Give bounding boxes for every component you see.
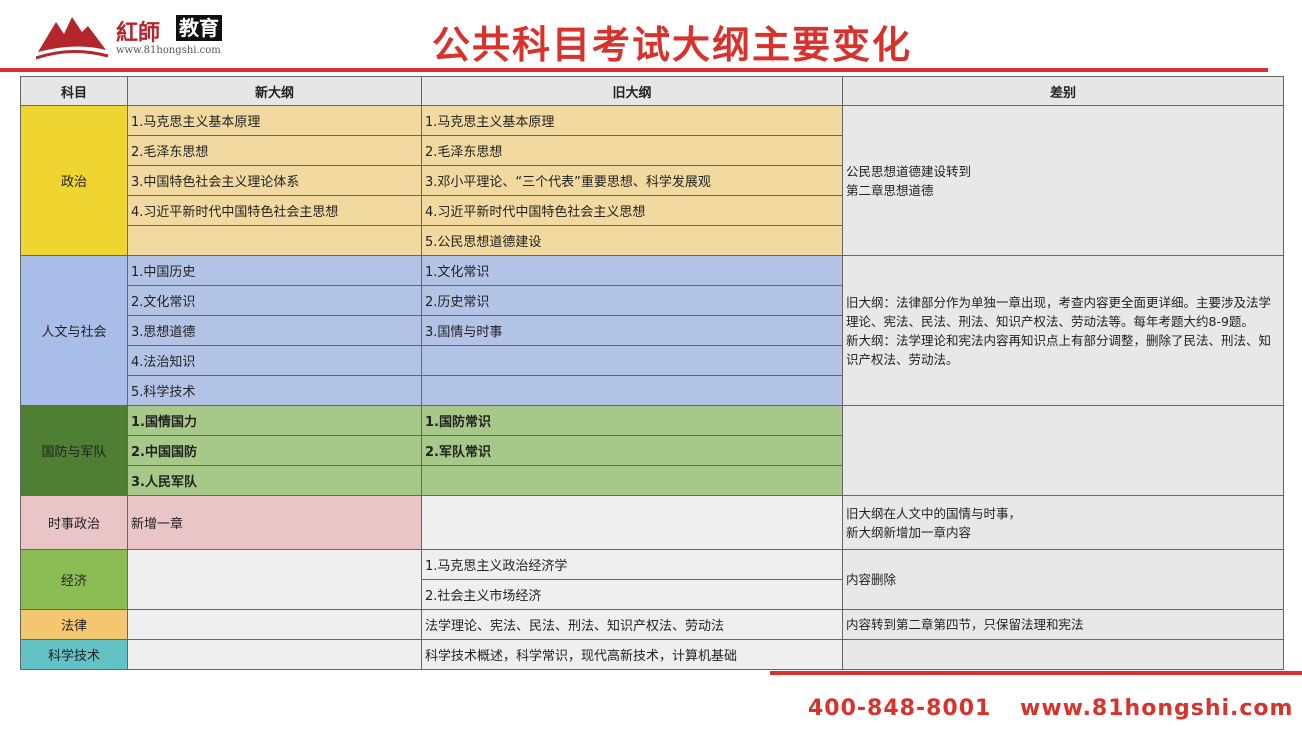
footer-url: www.81hongshi.com [1020, 696, 1294, 721]
old-item [421, 495, 843, 550]
footer-divider [770, 671, 1302, 675]
old-item: 2.历史常识 [421, 285, 843, 316]
old-item [421, 375, 843, 406]
subject-humanities: 人文与社会 [20, 255, 128, 406]
table-row: 人文与社会 1.中国历史 1.文化常识 旧大纲：法律部分作为单独一章出现，考查内… [20, 255, 1284, 406]
old-item: 3.邓小平理论、“三个代表”重要思想、科学发展观 [421, 165, 843, 196]
new-item [127, 639, 422, 670]
new-item: 2.毛泽东思想 [127, 135, 422, 166]
diff-science [842, 639, 1284, 670]
new-item: 新增一章 [127, 495, 422, 550]
diff-politics: 公民思想道德建设转到 第二章思想道德 [842, 105, 1284, 256]
old-item: 1.国防常识 [421, 405, 843, 436]
old-item: 3.国情与时事 [421, 315, 843, 346]
new-item: 3.思想道德 [127, 315, 422, 346]
mountain-logo-icon [36, 17, 109, 60]
table-row: 经济 1.马克思主义政治经济学 内容删除 [20, 549, 1284, 610]
subject-defense: 国防与军队 [20, 405, 128, 496]
table-row: 时事政治 新增一章 旧大纲在人文中的国情与时事， 新大纲新增加一章内容 [20, 495, 1284, 550]
new-item: 3.人民军队 [127, 465, 422, 496]
syllabus-table: 科目 新大纲 旧大纲 差别 政治 1.马克思主义基本原理 1.马克思主义基本原理… [20, 76, 1284, 670]
table-row: 科学技术 科学技术概述，科学常识，现代高新技术，计算机基础 [20, 639, 1284, 670]
new-item [127, 225, 422, 256]
new-item: 4.习近平新时代中国特色社会主思想 [127, 195, 422, 226]
new-item: 1.马克思主义基本原理 [127, 105, 422, 136]
old-item [421, 465, 843, 496]
new-item: 5.科学技术 [127, 375, 422, 406]
diff-economy: 内容删除 [842, 549, 1284, 610]
old-item: 4.习近平新时代中国特色社会主义思想 [421, 195, 843, 226]
new-item: 2.文化常识 [127, 285, 422, 316]
new-item: 4.法治知识 [127, 345, 422, 376]
table-row: 政治 1.马克思主义基本原理 1.马克思主义基本原理 公民思想道德建设转到 第二… [20, 105, 1284, 256]
header-subject: 科目 [20, 76, 128, 106]
new-item: 1.中国历史 [127, 255, 422, 286]
header-new: 新大纲 [127, 76, 422, 106]
old-item: 科学技术概述，科学常识，现代高新技术，计算机基础 [421, 639, 843, 670]
subject-politics: 政治 [20, 105, 128, 256]
subject-current-affairs: 时事政治 [20, 495, 128, 550]
old-item [421, 345, 843, 376]
subject-science: 科学技术 [20, 639, 128, 670]
header-old: 旧大纲 [421, 76, 843, 106]
new-item [127, 549, 422, 610]
divider [0, 68, 1268, 72]
old-item: 法学理论、宪法、民法、刑法、知识产权法、劳动法 [421, 609, 843, 640]
brand-name: 紅師 [116, 20, 161, 46]
old-item: 1.文化常识 [421, 255, 843, 286]
brand-box: 教育 [176, 15, 222, 41]
diff-current-affairs: 旧大纲在人文中的国情与时事， 新大纲新增加一章内容 [842, 495, 1284, 550]
new-item: 2.中国国防 [127, 435, 422, 466]
old-item: 1.马克思主义政治经济学 [421, 549, 843, 580]
footer-phone: 400-848-8001 [808, 696, 992, 721]
diff-old-note: 旧大纲：法律部分作为单独一章出现，考查内容更全面更详细。主要涉及法学理论、宪法、… [846, 294, 1272, 329]
diff-humanities: 旧大纲：法律部分作为单独一章出现，考查内容更全面更详细。主要涉及法学理论、宪法、… [842, 255, 1284, 406]
subject-economy: 经济 [20, 549, 128, 610]
page-title: 公共科目考试大纲主要变化 [432, 23, 913, 67]
new-item [127, 609, 422, 640]
table-row: 国防与军队 1.国情国力 1.国防常识 [20, 405, 1284, 496]
old-item: 2.社会主义市场经济 [421, 579, 843, 610]
header-diff: 差别 [842, 76, 1284, 106]
old-item: 2.军队常识 [421, 435, 843, 466]
table-header: 科目 新大纲 旧大纲 差别 [20, 76, 1284, 106]
old-item: 5.公民思想道德建设 [421, 225, 843, 256]
diff-law: 内容转到第二章第四节，只保留法理和宪法 [842, 609, 1284, 640]
logo: 紅師 教育 www.81hongshi.com [36, 12, 236, 62]
subject-law: 法律 [20, 609, 128, 640]
diff-line: 新大纲新增加一章内容 [846, 524, 972, 540]
brand-url: www.81hongshi.com [116, 45, 221, 56]
new-item: 1.国情国力 [127, 405, 422, 436]
diff-new-note: 新大纲：法学理论和宪法内容再知识点上有部分调整，删除了民法、刑法、知识产权法、劳… [846, 332, 1272, 367]
old-item: 1.马克思主义基本原理 [421, 105, 843, 136]
table-row: 法律 法学理论、宪法、民法、刑法、知识产权法、劳动法 内容转到第二章第四节，只保… [20, 609, 1284, 640]
diff-line: 旧大纲在人文中的国情与时事， [846, 505, 1022, 521]
old-item: 2.毛泽东思想 [421, 135, 843, 166]
new-item: 3.中国特色社会主义理论体系 [127, 165, 422, 196]
diff-defense [842, 405, 1284, 496]
